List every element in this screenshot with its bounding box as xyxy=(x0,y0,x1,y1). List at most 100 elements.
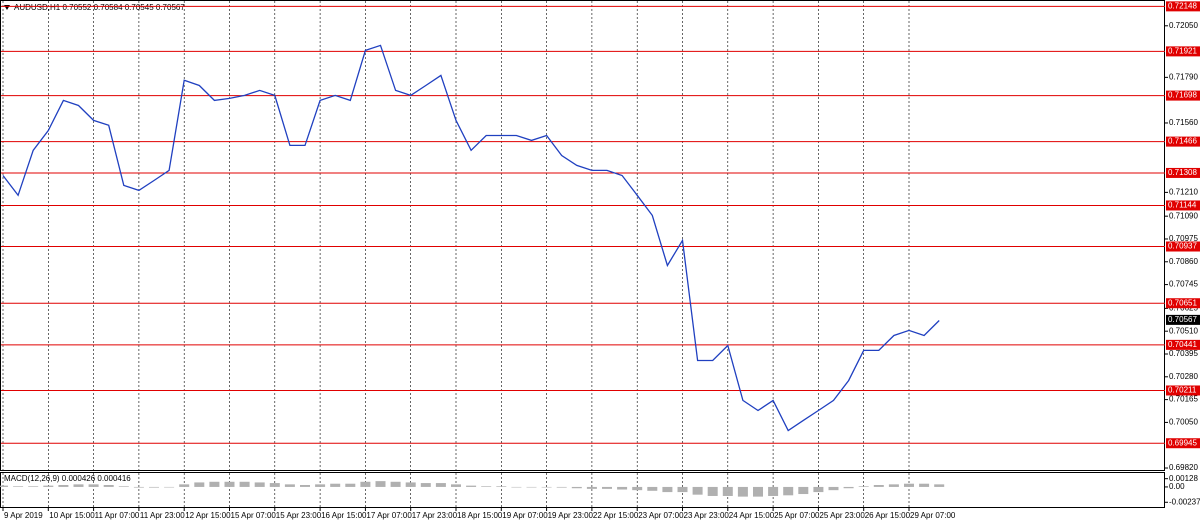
x-tick-label: 23 Apr 23:00 xyxy=(684,511,730,520)
macd-bar xyxy=(753,486,763,497)
macd-bar xyxy=(707,486,718,496)
level-box xyxy=(1166,339,1200,350)
last-price-label: 0.70567 xyxy=(1168,315,1197,324)
macd-bar xyxy=(904,483,914,487)
level-label: 0.71921 xyxy=(1168,46,1197,55)
macd-bar xyxy=(28,486,39,487)
macd-bar xyxy=(481,486,492,487)
level-box xyxy=(1166,1,1200,12)
macd-bar xyxy=(888,484,899,487)
macd-bar xyxy=(692,486,703,495)
macd-bar xyxy=(43,485,54,487)
y-tick-label: 0.71090 xyxy=(1169,211,1198,220)
x-tick-label: 25 Apr 07:00 xyxy=(774,511,820,520)
macd-bar xyxy=(375,481,386,487)
macd-y-tick-label: 0.00 xyxy=(1169,482,1185,491)
x-tick-label: 22 Apr 15:00 xyxy=(593,511,639,520)
macd-bar xyxy=(571,486,582,489)
x-tick-label: 9 Apr 2019 xyxy=(4,511,43,520)
macd-bar xyxy=(617,486,628,490)
macd-bar xyxy=(315,484,326,487)
macd-bar xyxy=(420,483,431,487)
level-box xyxy=(1166,136,1200,147)
y-tick-label: 0.70165 xyxy=(1169,395,1198,404)
y-tick-label: 0.69820 xyxy=(1169,463,1198,472)
y-tick-label: 0.71560 xyxy=(1169,118,1198,127)
macd-bar xyxy=(828,486,839,491)
macd-bar xyxy=(133,486,144,488)
level-label: 0.69945 xyxy=(1168,438,1197,447)
level-label: 0.71308 xyxy=(1168,168,1197,177)
level-label: 0.71144 xyxy=(1168,201,1197,210)
x-tick-label: 11 Apr 07:00 xyxy=(95,511,140,520)
macd-bar xyxy=(632,486,643,491)
macd-bar xyxy=(118,486,129,487)
macd-bar xyxy=(284,484,295,487)
macd-bar xyxy=(88,484,99,487)
x-tick-label: 15 Apr 23:00 xyxy=(276,511,322,520)
macd-bar xyxy=(843,486,854,489)
macd-bar xyxy=(405,482,416,487)
macd-bar xyxy=(58,485,69,487)
macd-bar xyxy=(873,485,884,487)
macd-y-tick-label: 0.00128 xyxy=(1169,474,1198,483)
level-box xyxy=(1166,241,1200,252)
macd-bar xyxy=(73,484,84,487)
macd-bar xyxy=(194,482,205,487)
macd-bar xyxy=(602,486,612,489)
macd-bar xyxy=(526,486,537,488)
x-tick-label: 25 Apr 23:00 xyxy=(819,511,865,520)
macd-bar xyxy=(466,485,477,487)
level-box xyxy=(1166,46,1200,57)
macd-bar xyxy=(934,484,945,487)
macd-bar xyxy=(783,486,794,496)
level-label: 0.70211 xyxy=(1168,386,1197,395)
x-tick-label: 17 Apr 07:00 xyxy=(366,511,412,520)
macd-bar xyxy=(813,486,824,493)
y-tick-label: 0.71210 xyxy=(1169,187,1198,196)
level-box xyxy=(1166,167,1200,178)
macd-bar xyxy=(541,486,552,488)
level-label: 0.70937 xyxy=(1168,242,1197,251)
y-tick-label: 0.70510 xyxy=(1169,326,1198,335)
macd-bar xyxy=(647,486,658,491)
macd-bar xyxy=(0,485,8,487)
macd-bar xyxy=(858,486,869,487)
macd-y-tick-label: -0.002377 xyxy=(1169,497,1200,506)
macd-bar xyxy=(209,481,220,487)
x-tick-label: 16 Apr 15:00 xyxy=(321,511,367,520)
macd-bar xyxy=(919,483,930,487)
main-panel xyxy=(0,0,1165,471)
level-label: 0.72148 xyxy=(1168,1,1197,10)
y-tick-label: 0.70050 xyxy=(1169,418,1198,427)
level-box xyxy=(1166,298,1200,309)
level-label: 0.71466 xyxy=(1168,137,1197,146)
y-tick-label: 0.70280 xyxy=(1169,372,1198,381)
macd-bar xyxy=(330,483,341,487)
x-tick-label: 29 Apr 07:00 xyxy=(910,511,956,520)
level-box xyxy=(1166,385,1200,396)
macd-bar xyxy=(586,486,597,489)
x-tick-label: 26 Apr 15:00 xyxy=(865,511,911,520)
macd-bar xyxy=(435,483,446,487)
y-tick-label: 0.70975 xyxy=(1169,234,1198,243)
macd-bar xyxy=(451,484,461,487)
macd-bar xyxy=(511,486,522,488)
x-tick-label: 17 Apr 23:00 xyxy=(412,511,458,520)
macd-bar xyxy=(360,481,371,487)
macd-bar xyxy=(254,482,265,487)
x-tick-label: 24 Apr 15:00 xyxy=(729,511,775,520)
macd-bar xyxy=(390,481,401,487)
macd-bar xyxy=(737,486,748,497)
level-label: 0.70651 xyxy=(1168,298,1197,307)
level-box xyxy=(1166,90,1200,101)
macd-bar xyxy=(798,486,809,495)
level-label: 0.70441 xyxy=(1168,340,1197,349)
level-box xyxy=(1166,438,1200,449)
macd-bar xyxy=(496,486,507,487)
level-box xyxy=(1166,200,1200,211)
macd-bar xyxy=(345,483,356,487)
x-tick-label: 19 Apr 23:00 xyxy=(548,511,594,520)
